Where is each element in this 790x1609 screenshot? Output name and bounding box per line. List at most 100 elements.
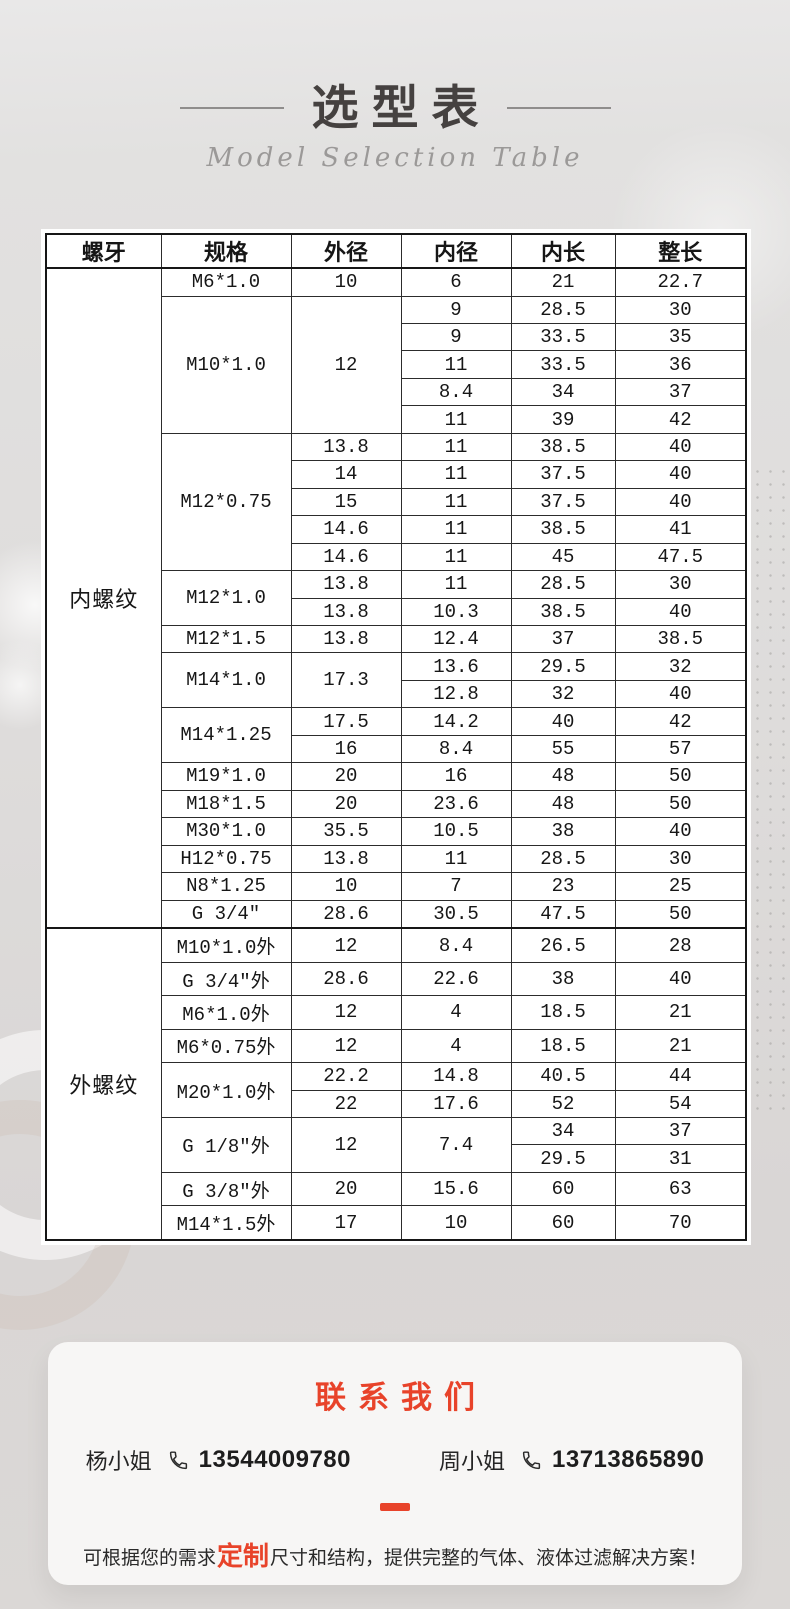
- spec-cell: 40: [510, 707, 616, 736]
- spec-cell: 32: [510, 679, 616, 709]
- spec-cell: 35.5: [290, 817, 402, 846]
- contact-name: 杨小姐: [85, 1449, 152, 1474]
- spec-cell: 28: [614, 927, 747, 963]
- spec-cell: 45: [510, 542, 616, 572]
- spec-cell: 50: [614, 899, 747, 929]
- spec-cell: M20*1.0外: [160, 1062, 292, 1119]
- table-row: 9 33.5 35: [46, 322, 747, 352]
- spec-cell: 14.6: [290, 542, 402, 572]
- spec-cell: 29.5: [510, 1144, 616, 1173]
- spec-cell: 12.8: [400, 679, 512, 709]
- contact-name: 周小姐: [439, 1449, 506, 1474]
- spec-cell: 11: [400, 570, 512, 599]
- spec-cell: 16: [400, 762, 512, 791]
- spec-cell: 38.5: [510, 432, 616, 462]
- spec-cell: 13.8: [290, 624, 402, 654]
- spec-cell: 37: [510, 624, 616, 654]
- spec-table: 螺牙 规格 外径 内径 内长 整长 内螺纹 M6*1.0 10 6 21 22.7 M10*1.0 12…: [45, 233, 747, 1241]
- spec-cell: 28.5: [510, 570, 616, 599]
- table-row: M12*0.75 13.8 11 38.5 40: [46, 432, 747, 572]
- table-row: G 3/8″外 20 15.6 60 63: [46, 1171, 747, 1207]
- spec-cell: M10*1.0外: [160, 927, 292, 963]
- table-row: 29.5 31: [46, 1144, 747, 1173]
- spec-cell: 34: [510, 1117, 616, 1146]
- spec-cell: 29.5: [510, 652, 616, 681]
- spec-cell: 48: [510, 789, 616, 819]
- table-row: M14*1.0 17.3 13.6 29.5 32: [46, 652, 747, 709]
- spec-cell: 8.4: [400, 927, 512, 963]
- table-row: M14*1.5外 17 10 60 70: [46, 1205, 747, 1241]
- spec-cell: 17: [290, 1205, 402, 1241]
- header-row: 螺牙 规格 外径 内径 内长 整长: [45, 233, 747, 269]
- spec-cell: M12*1.0: [160, 570, 292, 626]
- column-header: 内径: [400, 233, 512, 269]
- table-row: M12*1.0 13.8 11 28.5 30: [46, 570, 747, 626]
- spec-cell: 40: [614, 817, 747, 846]
- table-row: N8*1.25 10 7 23 25: [46, 872, 747, 901]
- table-row: M14*1.25 17.5 14.2 40 42: [46, 707, 747, 764]
- spec-cell: 22.6: [400, 961, 512, 997]
- spec-cell: 20: [290, 789, 402, 819]
- spec-cell: 31: [614, 1144, 747, 1173]
- spec-cell: 14.2: [400, 707, 512, 736]
- spec-cell: 41: [614, 515, 747, 544]
- note-suffix: 尺寸和结构，提供完整的气体、液体过滤解决方案！: [270, 1548, 708, 1569]
- spec-cell: 4: [400, 995, 512, 1030]
- spec-cell: G 3/8″外: [160, 1171, 292, 1207]
- table-row: 22 17.6 52 54: [46, 1089, 747, 1119]
- spec-cell: 14: [290, 460, 402, 489]
- spec-cell: 50: [614, 762, 747, 791]
- table-row: 15 11 37.5 40: [46, 487, 747, 517]
- spec-cell: 17.6: [400, 1089, 512, 1119]
- spec-cell: 10.3: [400, 597, 512, 626]
- contact-card: 联系我们 杨小姐 13544009780 周小姐 13713865890 可根据…: [48, 1342, 742, 1585]
- spec-cell: 40.5: [510, 1062, 616, 1091]
- column-header: 外径: [290, 233, 402, 269]
- spec-cell: 63: [614, 1171, 747, 1207]
- spec-cell: 12: [290, 1117, 402, 1173]
- table-row: M30*1.0 35.5 10.5 38 40: [46, 817, 747, 846]
- spec-cell: 11: [400, 515, 512, 544]
- spec-cell: 23: [510, 872, 616, 901]
- column-header: 螺牙: [45, 233, 162, 269]
- spec-cell: 10.5: [400, 817, 512, 846]
- spec-cell: M14*1.5外: [160, 1205, 292, 1241]
- spec-cell: 22.7: [614, 267, 747, 297]
- contact-person: 杨小姐 13544009780: [86, 1444, 351, 1476]
- spec-cell: 14.6: [290, 515, 402, 544]
- spec-cell: M6*1.0外: [160, 995, 292, 1030]
- page-subtitle: Model Selection Table: [206, 142, 584, 173]
- spec-cell: 50: [614, 789, 747, 819]
- phone-icon: [168, 1450, 189, 1471]
- spec-cell: 11: [400, 350, 512, 379]
- note-highlight: 定制: [216, 1541, 269, 1571]
- spec-cell: 38: [510, 817, 616, 846]
- spec-cell: 12: [290, 995, 402, 1030]
- spec-cell: G 1/8″外: [160, 1117, 292, 1173]
- spec-cell: 28.6: [290, 899, 402, 929]
- spec-cell: 13.8: [290, 570, 402, 599]
- spec-cell: 13.8: [290, 432, 402, 462]
- title-rule-left: [179, 106, 284, 109]
- spec-cell: 10: [400, 1205, 512, 1241]
- spec-cell: 33.5: [510, 322, 616, 352]
- spec-cell: 47.5: [614, 542, 747, 572]
- spec-cell: 11: [400, 460, 512, 489]
- spec-cell: 48: [510, 762, 616, 791]
- spec-cell: 39: [510, 405, 616, 434]
- table-row: M6*1.0外 12 4 18.5 21: [46, 995, 747, 1030]
- spec-cell: 7: [400, 872, 512, 901]
- thread-group-label: 内螺纹: [45, 267, 162, 929]
- spec-cell: G 3/4″: [160, 899, 292, 929]
- spec-cell: 13.8: [290, 844, 402, 874]
- spec-cell: 40: [614, 487, 747, 517]
- spec-cell: 9: [400, 295, 512, 325]
- spec-cell: 21: [614, 1028, 747, 1064]
- spec-cell: 11: [400, 487, 512, 517]
- spec-cell: 40: [614, 460, 747, 489]
- spec-cell: 18.5: [510, 995, 616, 1030]
- spec-cell: 18.5: [510, 1028, 616, 1064]
- spec-cell: M10*1.0: [160, 295, 292, 434]
- table-row: G 3/4″ 28.6 30.5 47.5 50: [46, 899, 747, 929]
- accent-divider: [380, 1503, 410, 1511]
